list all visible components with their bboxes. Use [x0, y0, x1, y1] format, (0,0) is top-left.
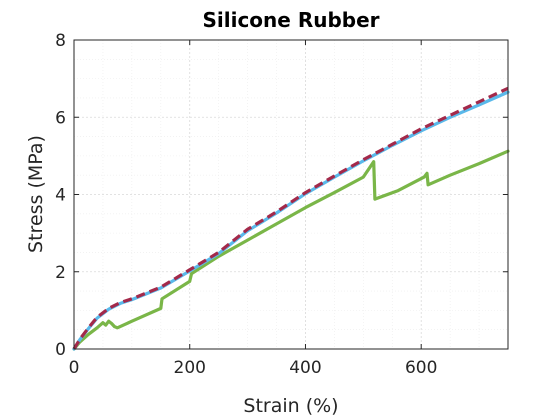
x-tick-label: 200 — [174, 358, 206, 378]
y-tick-label: 0 — [55, 340, 66, 360]
series-line-1 — [72, 149, 510, 351]
x-tick-label: 600 — [405, 358, 437, 378]
grid — [74, 40, 508, 349]
chart-title: Silicone Rubber — [202, 8, 379, 32]
axis-ticks: 0 200 400 600 0 2 4 6 8 — [55, 31, 508, 378]
series-line-3 — [72, 90, 510, 351]
x-tick-label: 400 — [289, 358, 321, 378]
x-tick-label: 0 — [69, 358, 80, 378]
y-tick-label: 6 — [55, 108, 66, 128]
x-axis-label: Strain (%) — [243, 395, 338, 417]
y-tick-label: 2 — [55, 263, 66, 283]
series-line-2 — [72, 86, 509, 350]
y-tick-label: 8 — [55, 31, 66, 51]
y-axis-label: Stress (MPa) — [25, 135, 47, 253]
y-tick-label: 4 — [55, 186, 66, 206]
series-lines — [72, 86, 510, 351]
